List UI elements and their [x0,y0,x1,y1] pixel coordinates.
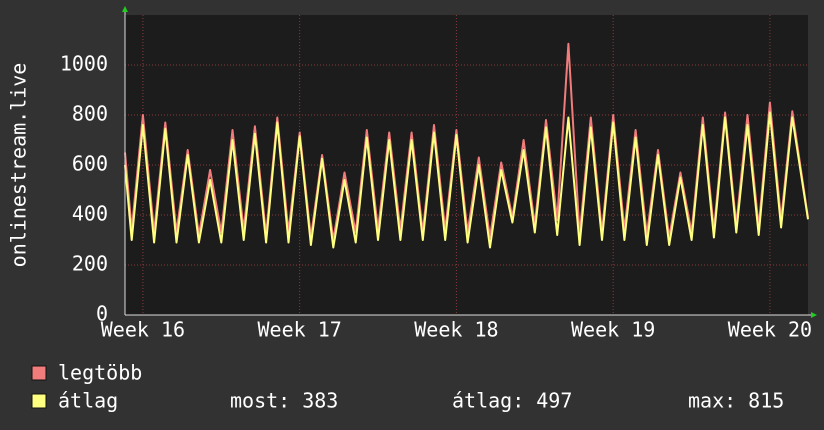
x-tick-label: Week 16 [101,318,185,342]
stat-value: 497 [536,389,572,413]
x-tick-label: Week 20 [728,318,812,342]
legend-label: legtöbb [58,361,142,385]
lines [124,42,809,249]
labels: 0 200 400 600 800 1000 Week 16 Week 17 Week 18 We… [31,52,812,413]
y-tick-label: 800 [72,102,108,126]
axis-arrow [811,312,817,318]
x-tick-label: Week 17 [258,318,342,342]
legend-label: átlag [58,389,118,413]
y-tick-label: 600 [72,152,108,176]
stat-label: átlag: [452,389,524,413]
y-tick-label: 1000 [60,52,108,76]
x-tick-label: Week 18 [414,318,498,342]
y-tick-label: 0 [96,302,108,326]
y-axis-label: onlinestream.live [7,63,31,268]
plot-area [125,15,808,315]
series-line [124,111,809,249]
stat-value: 815 [748,389,784,413]
axis-arrow [122,6,128,12]
grid [125,15,808,316]
stat-label: most: [230,389,290,413]
legend-swatch [31,393,47,409]
legend-swatch [31,365,47,381]
stat-label: max: [688,389,736,413]
y-tick-label: 400 [72,202,108,226]
x-tick-label: Week 19 [571,318,655,342]
stat-value: 383 [302,389,338,413]
y-tick-label: 200 [72,252,108,276]
